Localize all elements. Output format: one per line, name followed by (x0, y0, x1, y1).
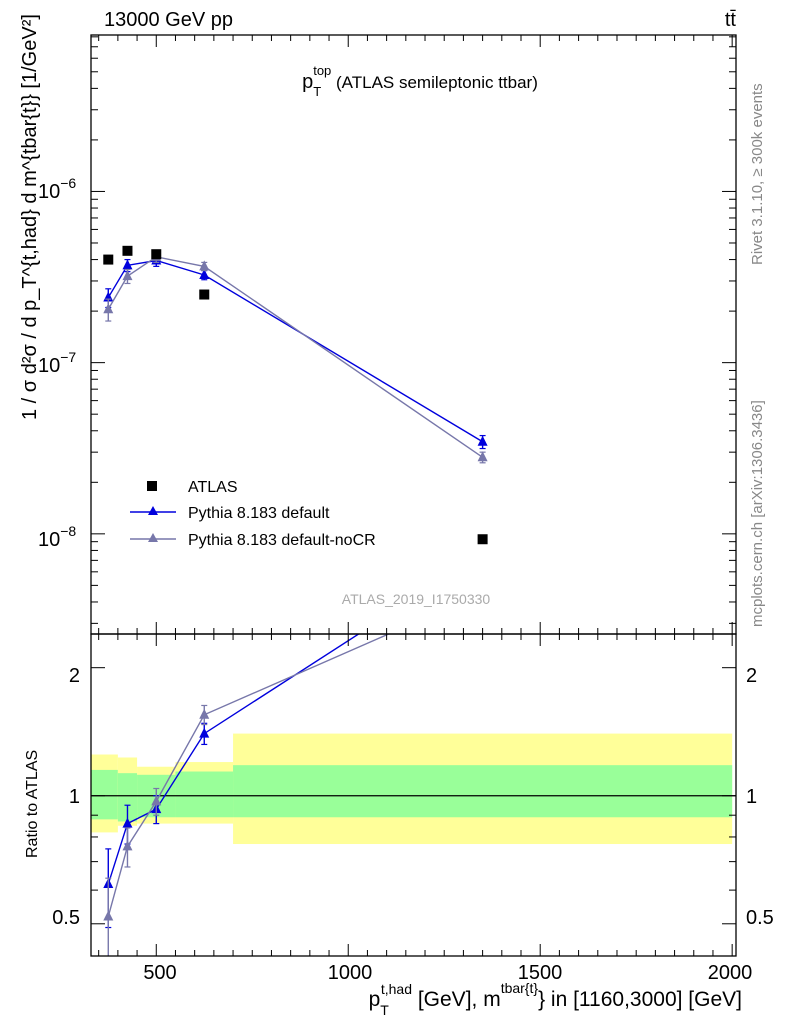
ratio-ylabel: Ratio to ATLAS (24, 750, 41, 858)
mcplots-label: mcplots.cern.ch [arXiv:1306.3436] (749, 400, 766, 627)
legend-marker-atlas (147, 481, 157, 491)
legend-marker-nocr (148, 533, 158, 542)
band-inner-3 (175, 771, 234, 818)
ratio-axis-ticks (91, 634, 736, 956)
title-desc: (ATLAS semileptonic ttbar) (331, 73, 538, 92)
ytick-label-1e-8: 10−8 (38, 523, 76, 551)
xlabel-mid: [GeV], m (412, 988, 501, 1011)
main-ylabel: 1 / σ d²σ / d p_T^{t,had} d m^{tbar{t}} … (19, 14, 41, 420)
marker-default-3 (199, 269, 210, 280)
legend-label-atlas: ATLAS (188, 479, 238, 496)
marker-nocr-3 (199, 260, 210, 271)
ytick-label-1e-6: 10−6 (38, 175, 76, 203)
xaxis-label: pTt,had [GeV], mtbar{t}} in [1160,3000] … (369, 980, 742, 1018)
marker-nocr-1 (122, 270, 133, 281)
xtick-1500: 1500 (518, 962, 563, 984)
main-ytick-labels: 10−6 10−7 10−8 (38, 175, 76, 551)
ratio-marker-nocr-3 (199, 708, 210, 719)
xtick-2000: 2000 (708, 962, 753, 984)
legend-label-default: Pythia 8.183 default (188, 505, 330, 522)
legend: ATLAS Pythia 8.183 default Pythia 8.183 … (130, 479, 376, 549)
ratio-ytick-05-left: 0.5 (52, 907, 80, 929)
main-panel: pTtop (ATLAS semileptonic ttbar) 10−6 10… (19, 14, 737, 635)
xtick-1000: 1000 (328, 962, 373, 984)
main-series-group (103, 245, 488, 545)
ratio-marker-nocr-1 (122, 840, 133, 851)
band-inner-1 (117, 773, 138, 822)
ratio-marker-nocr-0 (103, 910, 114, 921)
marker-default-4 (477, 435, 488, 446)
main-axis-ticks (91, 35, 736, 634)
marker-default-1 (122, 259, 133, 270)
ratio-ytick-1-right: 1 (746, 786, 757, 808)
xtick-labels: 500 1000 1500 2000 (143, 962, 752, 984)
ratio-marker-nocr-2 (151, 795, 162, 806)
xlabel-sup1: t,had (381, 981, 412, 997)
band-inner-0 (91, 769, 118, 820)
title-p: p (302, 71, 313, 93)
title-sub: T (313, 84, 321, 99)
ratio-uncertainty-bands (91, 733, 733, 845)
ratio-marker-default-3 (199, 727, 210, 738)
marker-nocr-4 (477, 451, 488, 462)
line-default (107, 259, 483, 443)
marker-atlas-0 (103, 254, 114, 265)
band-inner-4 (233, 765, 733, 818)
ratio-ytick-2-right: 2 (746, 665, 757, 687)
marker-atlas-3 (199, 289, 210, 300)
rivet-label: Rivet 3.1.10, ≥ 300k events (749, 83, 766, 265)
line-nocr (107, 256, 484, 458)
xlabel-end: } in [1160,3000] [GeV] (538, 988, 742, 1011)
legend-marker-default (148, 506, 158, 515)
xlabel-sub1: T (380, 1002, 389, 1018)
xlabel-p: p (369, 988, 381, 1011)
marker-atlas-2 (151, 249, 162, 260)
ratio-ytick-1-left: 1 (69, 786, 80, 808)
ratio-series-group (103, 634, 391, 956)
ratio-ytick-2-left: 2 (69, 665, 80, 687)
marker-nocr-0 (103, 303, 114, 314)
title-sup: top (313, 63, 331, 78)
legend-label-nocr: Pythia 8.183 default-noCR (188, 532, 376, 549)
analysis-id: ATLAS_2019_I1750330 (342, 591, 491, 607)
ratio-ytick-labels: 2 1 0.5 2 1 0.5 (52, 665, 774, 929)
xtick-500: 500 (143, 962, 176, 984)
main-title: pTtop (ATLAS semileptonic ttbar) (302, 63, 538, 99)
ytick-label-1e-7: 10−7 (38, 349, 76, 377)
collision-label: 13000 GeV pp (104, 9, 233, 31)
marker-atlas-4 (477, 534, 488, 545)
ratio-clipped (103, 634, 391, 956)
ratio-frame (90, 633, 737, 957)
xlabel-sup2: tbar{t} (501, 980, 539, 996)
ratio-panel: 2 1 0.5 2 1 0.5 Ratio to ATLAS (24, 633, 774, 957)
ratio-ytick-05-right: 0.5 (746, 907, 774, 929)
process-label: tt̄ (725, 9, 737, 31)
ratio-marker-default-1 (122, 817, 133, 828)
marker-atlas-1 (122, 245, 133, 256)
